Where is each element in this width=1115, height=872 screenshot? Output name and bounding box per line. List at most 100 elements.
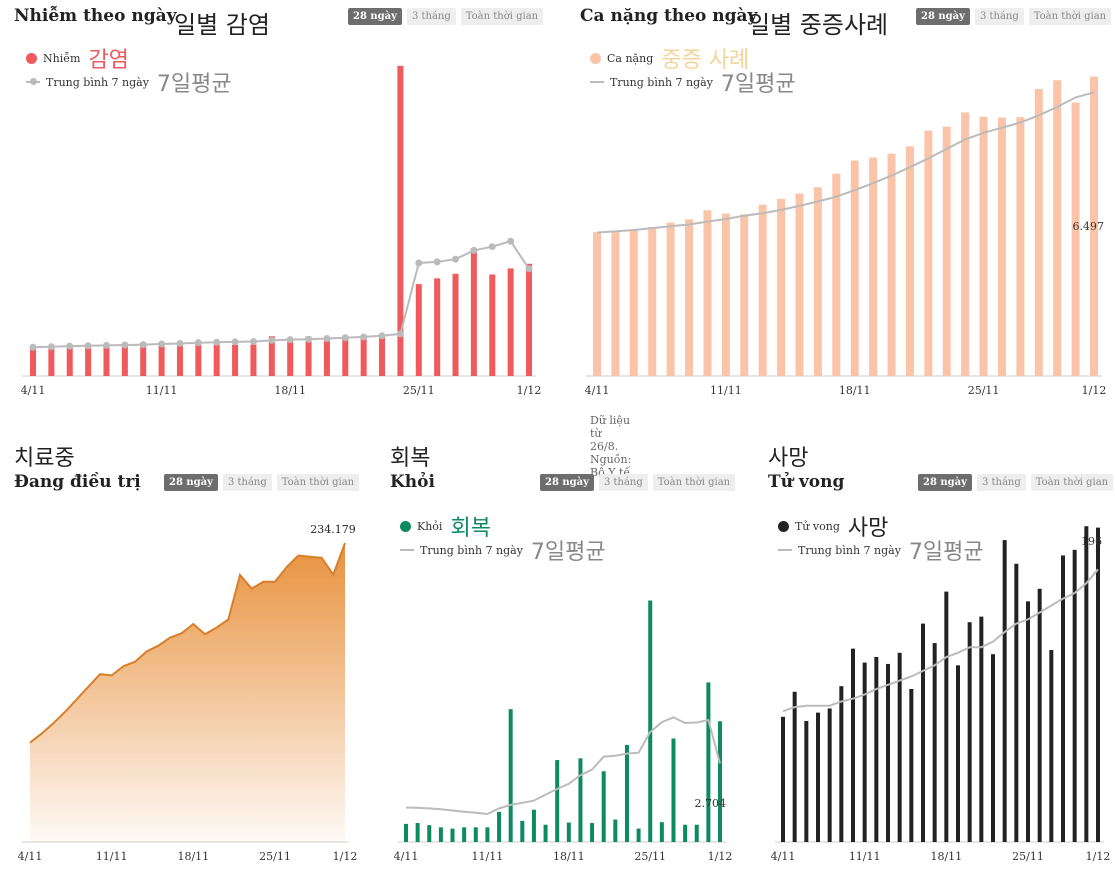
legend-label: Ca nặng <box>607 51 654 65</box>
data-label: 6.497 <box>1073 220 1105 233</box>
bar <box>956 665 960 842</box>
severe-title: Ca nặng theo ngày <box>580 6 758 26</box>
avg-point <box>231 338 239 346</box>
bar <box>66 346 73 376</box>
tab-3-months[interactable]: 3 tháng <box>598 474 648 491</box>
severe-legend: Ca nặng 중증 사례 Trung bình 7 ngày 7일평균 <box>590 46 796 97</box>
bar <box>30 349 36 376</box>
avg-point <box>139 341 147 349</box>
avg-point <box>268 336 276 344</box>
bar <box>827 708 832 842</box>
x-tick-label: 11/11 <box>146 384 178 397</box>
recovered-tabs: 28 ngày 3 tháng Toàn thời gian <box>540 474 736 491</box>
avg-line-icon <box>590 81 604 83</box>
x-tick-label: 11/11 <box>96 850 128 863</box>
legend-label-ko: 회복 <box>450 516 491 541</box>
tab-28-days[interactable]: 28 ngày <box>916 8 970 25</box>
tab-28-days[interactable]: 28 ngày <box>918 474 972 491</box>
avg-point <box>507 237 515 245</box>
bar <box>648 600 653 842</box>
tab-all-time[interactable]: Toàn thời gian <box>460 8 544 25</box>
bar <box>489 274 496 376</box>
bar <box>1037 588 1042 842</box>
avg-point <box>102 341 110 349</box>
tab-3-months[interactable]: 3 tháng <box>974 8 1024 25</box>
tab-all-time[interactable]: Toàn thời gian <box>652 474 736 491</box>
bar <box>450 828 455 842</box>
bar <box>1061 555 1065 842</box>
tab-28-days[interactable]: 28 ngày <box>164 474 218 491</box>
area-fill <box>30 543 345 842</box>
legend-label-ko: 중증 사례 <box>661 48 750 73</box>
treatment-title: Đang điều trị <box>14 472 141 492</box>
bar <box>85 346 92 376</box>
tab-all-time[interactable]: Toàn thời gian <box>1028 8 1112 25</box>
bar <box>869 157 878 376</box>
legend-label: Tử vong <box>795 519 840 533</box>
bar <box>611 232 620 376</box>
avg-point <box>176 339 184 347</box>
bar <box>721 213 730 376</box>
avg-point <box>121 341 129 349</box>
bar <box>683 824 688 842</box>
bar <box>360 336 367 376</box>
x-tick-label: 18/11 <box>553 850 585 863</box>
infections-tabs: 28 ngày 3 tháng Toàn thời gian <box>348 8 544 25</box>
bar <box>905 146 914 376</box>
bar <box>804 720 809 842</box>
bar <box>250 344 257 376</box>
avg-point <box>341 334 349 342</box>
avg-point <box>213 338 221 346</box>
x-tick-label: 4/11 <box>21 384 46 397</box>
bar <box>232 344 239 376</box>
bar <box>427 825 432 842</box>
bar <box>543 824 548 842</box>
infections-legend: Nhiễm 감염 Trung bình 7 ngày 7일평균 <box>26 46 232 97</box>
tab-3-months[interactable]: 3 tháng <box>222 474 272 491</box>
avg-line <box>405 716 721 816</box>
bar <box>397 65 404 376</box>
bar <box>195 342 202 376</box>
bar <box>897 652 902 842</box>
legend-avg-label: Trung bình 7 ngày <box>46 75 149 89</box>
bar <box>507 268 514 376</box>
tab-all-time[interactable]: Toàn thời gian <box>276 474 360 491</box>
recovered-title-ko: 회복 <box>390 446 431 471</box>
treatment-tabs: 28 ngày 3 tháng Toàn thời gian <box>164 474 360 491</box>
bar <box>624 744 629 842</box>
avg-point <box>305 335 313 343</box>
bar <box>520 820 525 842</box>
bar <box>850 160 859 376</box>
bar <box>792 691 797 842</box>
bar <box>795 193 804 376</box>
bar <box>758 204 767 376</box>
avg-point <box>194 339 202 347</box>
avg-point <box>433 258 441 266</box>
x-tick-label: 4/11 <box>771 850 796 863</box>
x-tick-label: 18/11 <box>930 850 962 863</box>
bar <box>1026 601 1030 842</box>
tab-3-months[interactable]: 3 tháng <box>406 8 456 25</box>
series-dot-icon <box>778 520 789 532</box>
legend-label-ko: 감염 <box>88 48 129 73</box>
bar <box>1049 650 1054 842</box>
bar <box>434 278 441 376</box>
bar <box>268 336 275 376</box>
bar <box>942 126 951 376</box>
bar <box>1014 563 1019 842</box>
tab-28-days[interactable]: 28 ngày <box>348 8 402 25</box>
bar <box>967 622 972 842</box>
tab-3-months[interactable]: 3 tháng <box>976 474 1026 491</box>
tab-28-days[interactable]: 28 ngày <box>540 474 594 491</box>
legend-label-ko: 사망 <box>847 516 889 541</box>
x-tick-label: 1/12 <box>333 850 358 863</box>
x-tick-label: 18/11 <box>274 384 306 397</box>
bar <box>944 591 949 842</box>
tab-all-time[interactable]: Toàn thời gian <box>1030 474 1114 491</box>
bar <box>305 336 312 376</box>
bar <box>342 337 349 376</box>
bar <box>415 823 420 842</box>
bar <box>526 263 532 376</box>
legend-avg-label-ko: 7일평균 <box>156 72 232 97</box>
